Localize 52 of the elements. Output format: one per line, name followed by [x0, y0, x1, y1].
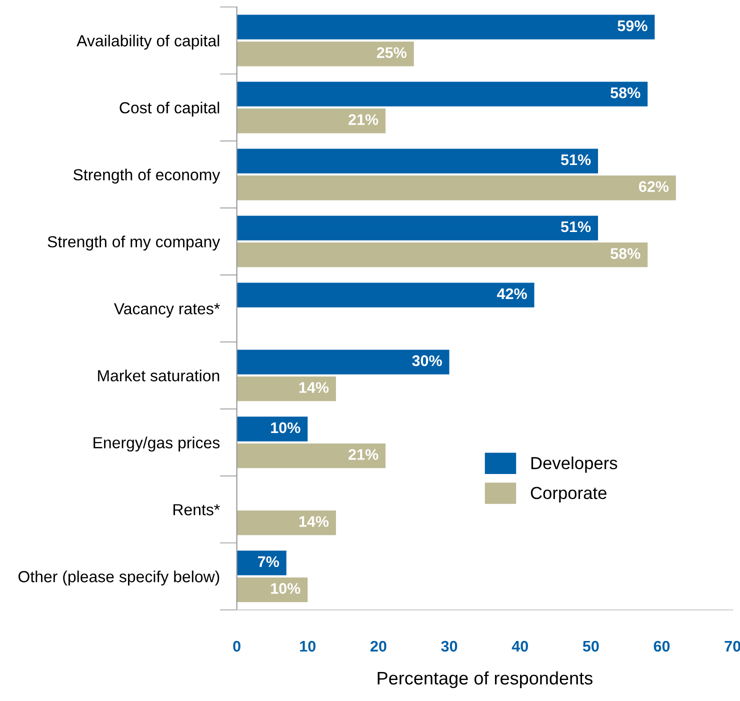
y-tick-label: Energy/gas prices	[94, 436, 220, 452]
data-label: 21%	[348, 449, 378, 460]
bar	[236, 242, 648, 268]
bar	[236, 216, 598, 240]
data-label: 14%	[299, 382, 329, 393]
data-label: 58%	[610, 248, 640, 259]
x-tick-label: 60	[654, 640, 670, 652]
y-tick-label: Other (please specify below)	[18, 570, 220, 586]
x-tick-label: 50	[582, 640, 599, 652]
y-tick-label: Strength of my company	[48, 236, 220, 251]
x-tick-label: 70	[724, 640, 740, 652]
legend-label: Developers	[531, 456, 618, 473]
bar	[236, 376, 336, 402]
bar	[236, 577, 308, 602]
y-tick-label: Availability of capital	[76, 34, 220, 50]
y-tick-label: Market saturation	[98, 370, 220, 382]
data-label: 25%	[376, 47, 407, 58]
bar	[236, 416, 308, 442]
x-axis-title: Percentage of respondents	[378, 671, 592, 688]
y-tick-label: Rents*	[174, 504, 220, 516]
bar	[236, 510, 336, 536]
data-label: 10%	[271, 422, 300, 434]
data-label: 21%	[348, 114, 378, 125]
data-label: 14%	[299, 516, 329, 527]
bar	[236, 148, 598, 174]
bar	[236, 42, 414, 66]
data-label: 59%	[618, 20, 648, 32]
data-label: 51%	[560, 221, 591, 232]
bar	[236, 82, 648, 106]
data-label: 42%	[496, 288, 527, 300]
x-tick-label: 0	[233, 640, 240, 652]
y-tick-label: Vacancy rates*	[114, 303, 220, 318]
bar	[236, 176, 676, 200]
data-label: 10%	[271, 583, 300, 594]
bar	[236, 108, 386, 134]
legend-label: Corporate	[530, 486, 606, 503]
bar	[236, 443, 386, 468]
bar	[236, 14, 655, 40]
bar	[236, 550, 286, 576]
y-tick-label: Cost of capital	[120, 102, 220, 117]
x-tick-label: 10	[300, 640, 316, 652]
data-label: 7%	[258, 556, 280, 568]
x-tick-label: 30	[441, 640, 458, 652]
data-label: 58%	[610, 87, 640, 98]
data-label: 30%	[412, 355, 442, 366]
y-tick-label: Strength of economy	[73, 168, 220, 184]
x-tick-label: 20	[370, 640, 386, 652]
bar	[236, 350, 450, 374]
data-label: 62%	[638, 181, 669, 192]
bar	[236, 282, 534, 308]
data-label: 51%	[560, 154, 591, 166]
x-tick-label: 40	[512, 640, 528, 652]
